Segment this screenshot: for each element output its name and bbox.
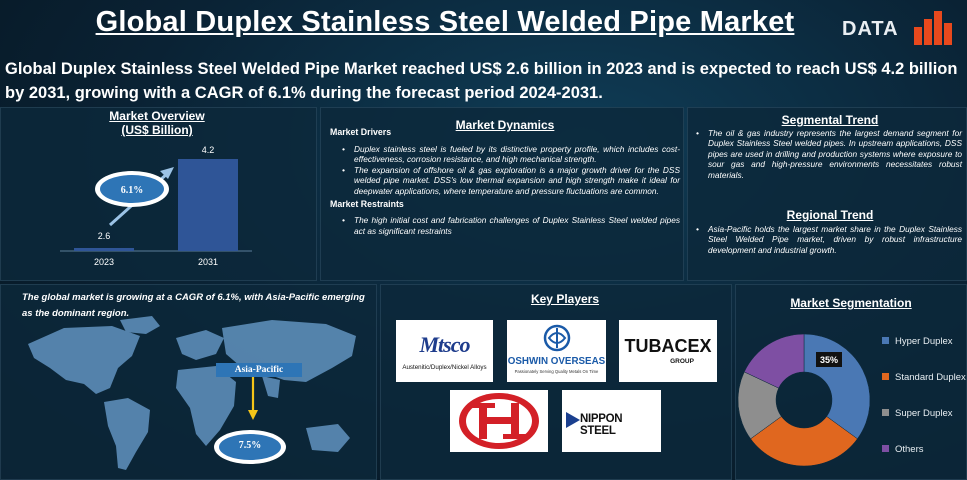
legend-standard-duplex: Standard Duplex	[882, 372, 966, 383]
legend-hyper-duplex: Hyper Duplex	[882, 336, 953, 347]
oshwin-emblem-icon	[543, 324, 571, 352]
cagr-badge-label: 6.1%	[121, 185, 144, 196]
restraints-list: The high initial cost and fabrication ch…	[330, 215, 680, 236]
segmental-trend-text: The oil & gas industry represents the la…	[694, 128, 962, 180]
callout-arrow	[248, 410, 258, 420]
logo-bars-icon	[914, 9, 958, 45]
overview-title: Market Overview (US$ Billion)	[84, 109, 230, 137]
key-players-title: Key Players	[530, 292, 600, 306]
legend-others: Others	[882, 444, 924, 455]
continents	[28, 316, 356, 470]
regional-trend-list: Asia-Pacific holds the largest market sh…	[694, 224, 962, 255]
legend-swatch	[882, 373, 889, 380]
legend-swatch	[882, 445, 889, 452]
map-caption: The global market is growing at a CAGR o…	[22, 292, 365, 319]
north-america-shape	[28, 326, 140, 394]
tubacex-logo: TUBACEX GROUP	[619, 320, 717, 382]
australia-shape	[306, 424, 350, 452]
donut-slice-standard-duplex	[750, 416, 858, 467]
market-overview-bar-chart: 2.6 2023 4.2 2031 6.1%	[60, 145, 252, 267]
mtsco-name: Mtsco	[419, 332, 471, 357]
datam-logo: DATA	[842, 9, 960, 47]
oshwin-name: OSHWIN OVERSEAS	[507, 356, 606, 367]
h-emblem-logo	[450, 390, 548, 452]
x-tick-label: 2031	[198, 257, 218, 267]
south-america-shape	[104, 398, 150, 470]
bar-value-label: 2.6	[98, 231, 111, 241]
driver-item: Duplex stainless steel is fueled by its …	[340, 144, 680, 165]
donut-slice-others	[743, 333, 805, 389]
bar-value-label: 4.2	[202, 145, 215, 155]
oshwin-overseas-logo: OSHWIN OVERSEAS Passionately Serving Qua…	[507, 320, 606, 382]
drivers-list: Duplex stainless steel is fueled by its …	[330, 144, 680, 197]
overview-title-line2: (US$ Billion)	[121, 123, 193, 137]
region-badge	[219, 434, 281, 460]
segmental-trend-list: The oil & gas industry represents the la…	[694, 128, 962, 180]
restraint-item: The high initial cost and fabrication ch…	[340, 215, 680, 236]
key-players-panel	[380, 284, 732, 480]
bar-2031	[178, 159, 238, 251]
europe-shape	[176, 330, 224, 360]
oshwin-tagline: Passionately Serving Quality Metals On T…	[514, 369, 599, 374]
page-title: Global Duplex Stainless Steel Welded Pip…	[95, 6, 795, 38]
asia-pacific-label: Asia-Pacific	[234, 365, 284, 375]
overview-title-line1: Market Overview	[109, 109, 205, 123]
donut-slice-hyper-duplex	[803, 333, 871, 440]
data-label: 35%	[820, 355, 838, 365]
data-label-box	[816, 352, 842, 367]
mtsco-tagline: Austenitic/Duplex/Nickel Alloys	[402, 364, 487, 371]
regional-trend-text: Asia-Pacific holds the largest market sh…	[694, 224, 962, 255]
legend-swatch	[882, 409, 889, 416]
logo-text: DATA	[842, 18, 899, 40]
greenland-shape	[120, 316, 160, 334]
drivers-heading: Market Drivers	[330, 127, 392, 137]
tubacex-name: TUBACEX	[624, 336, 712, 356]
bar-2023	[74, 248, 134, 251]
asia-pacific-label-box	[216, 363, 302, 377]
world-map	[28, 316, 356, 470]
market-summary: Global Duplex Stainless Steel Welded Pip…	[5, 60, 958, 102]
segmental-trend-title: Segmental Trend	[781, 113, 879, 127]
mtsco-logo: Mtsco Austenitic/Duplex/Nickel Alloys	[396, 320, 493, 382]
h-emblem-icon	[459, 393, 539, 449]
nippon-steel-name: NIPPON STEEL	[580, 413, 623, 437]
nippon-steel-mark-icon	[566, 412, 580, 428]
region-cagr-value: 7.5%	[238, 440, 262, 451]
regional-trend-title: Regional Trend	[786, 208, 874, 222]
segmentation-donut-chart: 35%	[737, 333, 871, 467]
restraints-heading: Market Restraints	[330, 198, 404, 209]
south-asia-shape	[262, 376, 280, 398]
nippon-steel-logo: NIPPON STEEL	[562, 390, 661, 452]
legend-swatch	[882, 337, 889, 344]
dynamics-content: Market Drivers Duplex stainless steel is…	[330, 127, 680, 236]
tubacex-tagline: GROUP	[670, 358, 694, 365]
dynamics-title: Market Dynamics	[455, 118, 555, 132]
cagr-badge	[95, 171, 169, 207]
driver-item: The expansion of offshore oil & gas expl…	[340, 165, 680, 197]
x-tick-label: 2023	[94, 257, 114, 267]
segmentation-title: Market Segmentation	[790, 296, 912, 310]
africa-shape	[176, 366, 236, 446]
legend-super-duplex: Super Duplex	[882, 408, 953, 419]
